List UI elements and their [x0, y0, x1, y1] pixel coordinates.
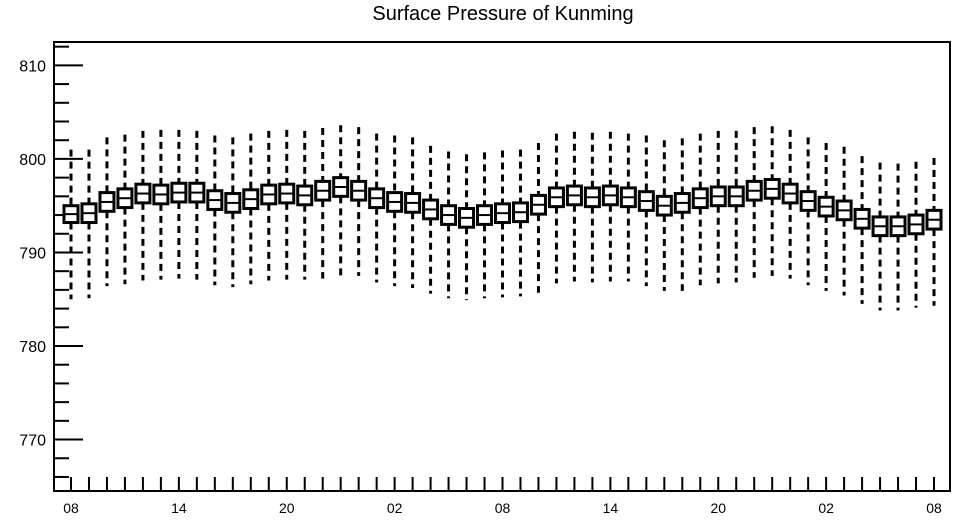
box-item — [422, 145, 440, 294]
box-item — [440, 151, 458, 299]
x-tick-label: 02 — [818, 500, 834, 516]
box-item — [583, 132, 601, 283]
x-tick-label: 14 — [603, 500, 619, 516]
y-tick-label: 810 — [19, 58, 46, 75]
x-tick-label: 08 — [926, 500, 942, 516]
y-tick-label: 790 — [19, 245, 46, 262]
plot-frame — [53, 41, 951, 492]
box-item — [224, 137, 242, 288]
x-tick-label: 08 — [495, 500, 511, 516]
box-item — [853, 156, 871, 304]
box-item — [835, 146, 853, 296]
box-item — [637, 135, 655, 287]
box-item — [511, 149, 529, 297]
box-item — [727, 130, 745, 283]
box-item — [871, 162, 889, 311]
x-tick-label: 14 — [171, 500, 187, 516]
box-item — [296, 130, 314, 280]
box-item — [925, 157, 943, 306]
box-item — [655, 140, 673, 291]
box-item — [529, 143, 547, 293]
x-tick-label: 02 — [387, 500, 403, 516]
box-item — [458, 154, 476, 301]
y-tick-label: 800 — [19, 152, 46, 169]
box-item — [350, 127, 368, 276]
box-item — [709, 130, 727, 284]
x-tick-label: 20 — [710, 500, 726, 516]
box-item — [673, 138, 691, 291]
box-item — [98, 137, 116, 287]
box-item — [188, 130, 206, 280]
x-tick-label: 08 — [63, 500, 79, 516]
box-item — [206, 135, 224, 286]
box-item — [763, 126, 781, 276]
box-item — [80, 149, 98, 299]
chart-title: Surface Pressure of Kunming — [372, 3, 634, 25]
box-item — [242, 133, 260, 285]
box-item — [386, 135, 404, 287]
y-tick-label: 770 — [19, 433, 46, 450]
box-item — [691, 133, 709, 286]
box-item — [547, 133, 565, 284]
box-item — [62, 149, 80, 300]
y-tick-label: 780 — [19, 339, 46, 356]
box-item — [170, 129, 188, 279]
box-item — [817, 143, 835, 291]
box-item — [152, 129, 170, 280]
box-item — [601, 131, 619, 282]
box-item — [494, 150, 511, 298]
box-item — [278, 129, 296, 280]
box-item — [476, 152, 494, 299]
box-item — [368, 133, 386, 283]
box-item — [565, 131, 583, 282]
box-item — [134, 130, 152, 281]
box-item — [799, 137, 817, 286]
box-item — [745, 127, 763, 278]
box-item — [889, 163, 907, 311]
box-item — [619, 133, 637, 282]
box-item — [260, 130, 278, 281]
box-item — [907, 161, 925, 308]
box-item — [314, 128, 332, 279]
box-item — [332, 125, 350, 276]
x-tick-label: 20 — [279, 500, 295, 516]
box-item — [116, 134, 134, 285]
axis-ticks — [54, 45, 935, 491]
box-item — [781, 129, 799, 279]
axis-labels: 770 780 790 800 810 08 14 20 02 08 14 20 02 08 — [19, 58, 942, 516]
box-series — [62, 125, 943, 311]
box-item — [404, 137, 422, 289]
